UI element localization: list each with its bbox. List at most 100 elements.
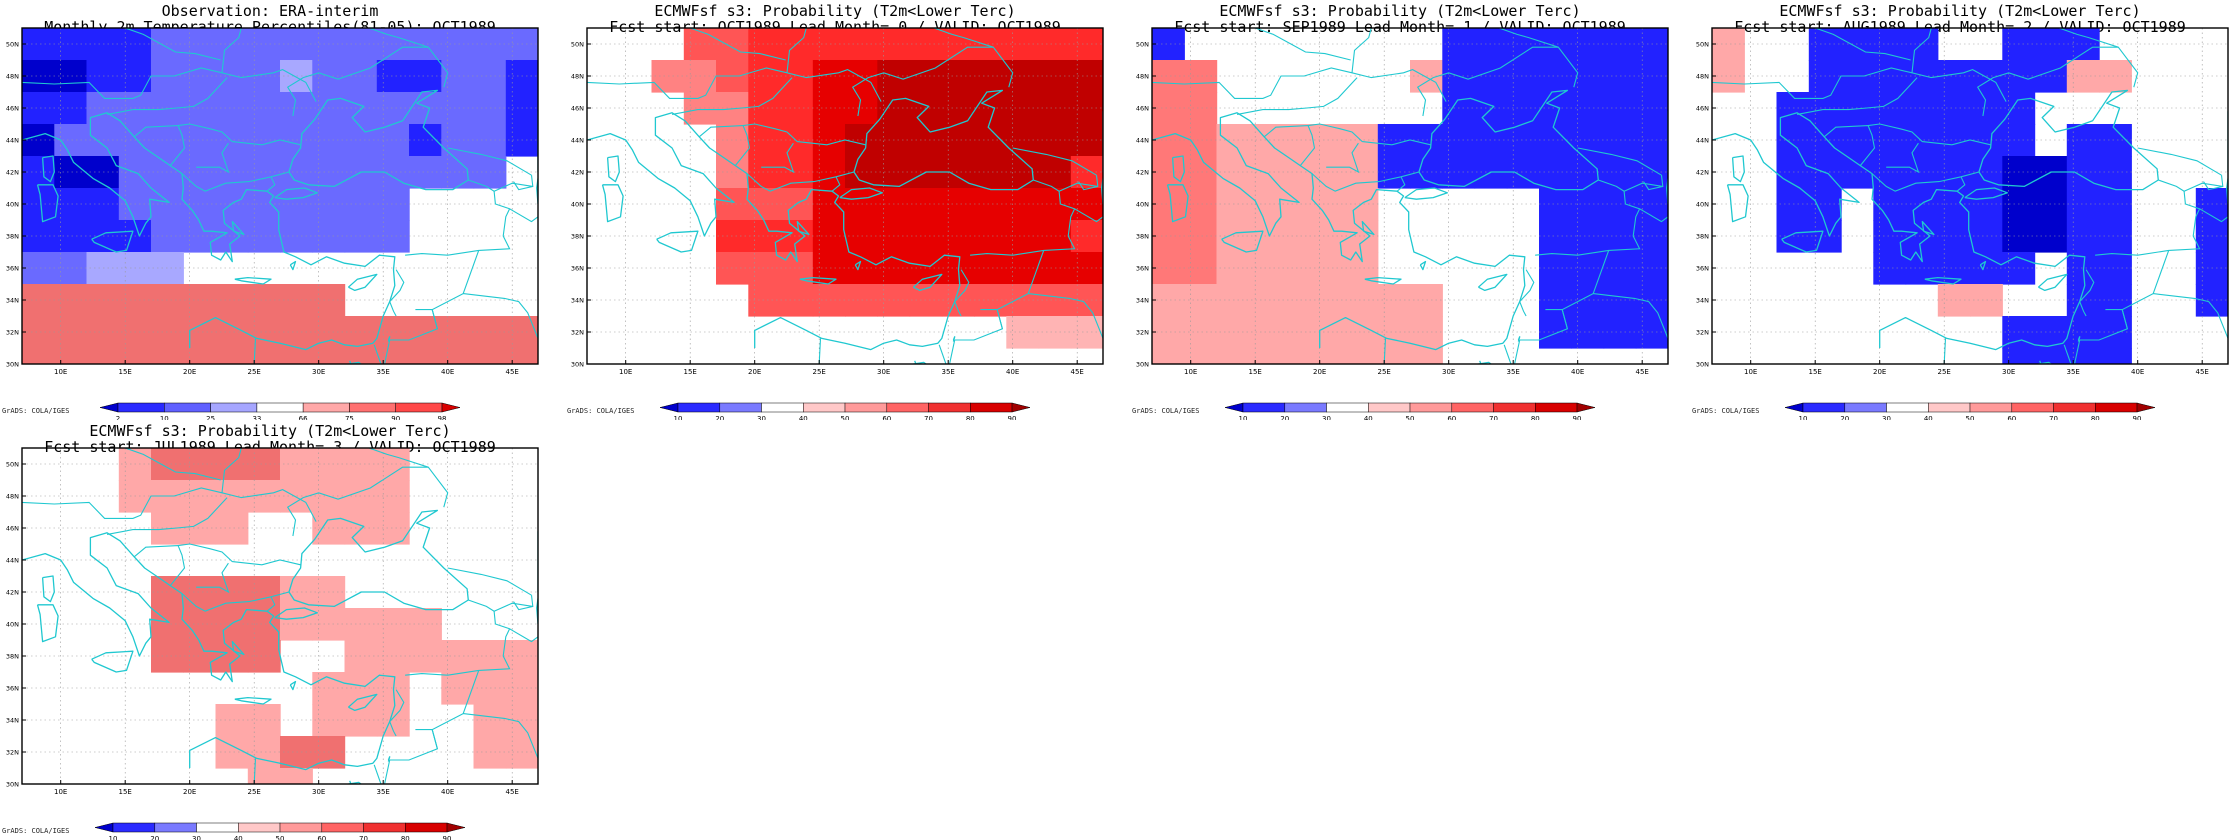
data-cell	[86, 124, 120, 157]
data-cell	[1970, 188, 2003, 221]
legend-label: 70	[2049, 415, 2058, 420]
data-cell	[376, 448, 410, 481]
map-plot: 10E 15E 20E 25E 30E 35E 40E 45E 30N 32N 34N 36N 38N 4…	[6, 447, 539, 840]
border-line	[698, 125, 751, 166]
data-cell	[473, 92, 507, 125]
lon-tick-label: 20E	[748, 368, 761, 376]
data-cell	[1571, 92, 1605, 125]
data-cell	[1474, 60, 1508, 93]
border-line	[1976, 46, 2139, 117]
map-plot: 10E 15E 20E 25E 30E 35E 40E 45E 30N 32N 34N 36N 38N 4…	[1136, 27, 1669, 420]
lat-tick-label: 48N	[571, 73, 584, 81]
border-line	[106, 77, 228, 115]
legend-swatch	[99, 402, 119, 413]
coastline	[854, 260, 862, 271]
coastlines	[1152, 89, 1668, 364]
legend-swatch	[1409, 402, 1453, 413]
data-cell	[2099, 348, 2132, 364]
border-line	[125, 28, 221, 61]
data-cell	[86, 284, 120, 317]
data-cell	[344, 60, 378, 93]
legend-swatch	[117, 402, 165, 413]
data-cell	[409, 28, 442, 61]
lat-tick-label: 44N	[6, 557, 19, 565]
data-cell	[215, 348, 249, 364]
lat-tick-label: 38N	[6, 233, 19, 241]
legend-swatch	[1844, 402, 1887, 413]
legend-swatch	[844, 402, 888, 413]
data-cell	[845, 220, 878, 253]
data-cell	[974, 28, 1007, 61]
borders	[1152, 28, 1668, 364]
lat-tick-label: 32N	[6, 329, 19, 337]
data-cell	[1345, 348, 1379, 364]
data-cell	[1152, 348, 1185, 364]
data-cell	[2228, 316, 2240, 349]
legend-swatch	[395, 402, 443, 413]
data-cell	[280, 156, 313, 189]
data-cell	[845, 188, 878, 221]
data-cell	[1103, 252, 1125, 285]
data-cell	[1603, 60, 1637, 93]
legend-label: 80	[2091, 415, 2100, 420]
lat-tick-label: 38N	[1696, 233, 1709, 241]
lon-tick-label: 45E	[2196, 368, 2209, 376]
data-cell	[1038, 156, 1072, 189]
data-cell	[183, 60, 217, 93]
data-cell	[1905, 92, 1939, 125]
data-cell	[118, 60, 152, 93]
data-cell	[1038, 60, 1072, 93]
data-cell	[1070, 60, 1103, 93]
legend-swatch	[1326, 402, 1369, 413]
legend-label: 10	[1799, 415, 1808, 420]
border-line	[253, 758, 257, 784]
border-line	[1911, 28, 1932, 73]
legend-label: 30	[1882, 415, 1891, 420]
plot-area	[587, 28, 1125, 364]
border-line	[2137, 147, 2222, 176]
data-cell	[473, 736, 507, 769]
data-cell	[151, 348, 184, 364]
border-line	[1012, 147, 1097, 176]
data-cell	[1571, 28, 1605, 61]
legend-label: 20	[1280, 415, 1289, 420]
lat-tick-label: 32N	[571, 329, 584, 337]
legend-label: 10	[109, 835, 118, 840]
legend-swatch	[1224, 402, 1244, 413]
lon-tick-label: 15E	[1809, 368, 1822, 376]
data-cell	[909, 60, 943, 93]
lat-tick-label: 46N	[6, 105, 19, 113]
data-cell	[54, 92, 88, 125]
legend-swatch	[112, 822, 156, 833]
data-cell	[845, 284, 878, 317]
legend-label: 33	[252, 415, 261, 420]
border-line	[1815, 28, 1911, 61]
coastline	[1921, 220, 1935, 236]
lat-tick-label: 36N	[571, 265, 584, 273]
coastline	[347, 693, 378, 712]
border-line	[463, 713, 538, 759]
legend-swatch	[677, 402, 721, 413]
lon-tick-label: 30E	[1442, 368, 1455, 376]
legend-swatch	[164, 402, 211, 413]
data-cell	[1410, 348, 1443, 364]
data-cell	[312, 448, 346, 481]
lon-tick-label: 35E	[2067, 368, 2080, 376]
coastline	[387, 756, 391, 762]
data-cell	[376, 60, 410, 93]
border-line	[1639, 208, 1668, 223]
data-cell	[505, 92, 538, 125]
lat-tick-label: 40N	[1136, 201, 1149, 209]
border-line	[133, 545, 186, 586]
data-cell	[1216, 348, 1250, 364]
coastline	[36, 604, 59, 643]
lat-tick-label: 50N	[1136, 41, 1149, 49]
legend-swatch	[1576, 402, 1596, 413]
coastline	[1517, 336, 1521, 342]
lat-tick-label: 40N	[571, 201, 584, 209]
legend-label: 90	[2133, 415, 2142, 420]
data-cell	[1603, 188, 1637, 221]
border-line	[196, 142, 230, 174]
border-line	[851, 46, 1014, 117]
border-line	[970, 191, 1076, 256]
